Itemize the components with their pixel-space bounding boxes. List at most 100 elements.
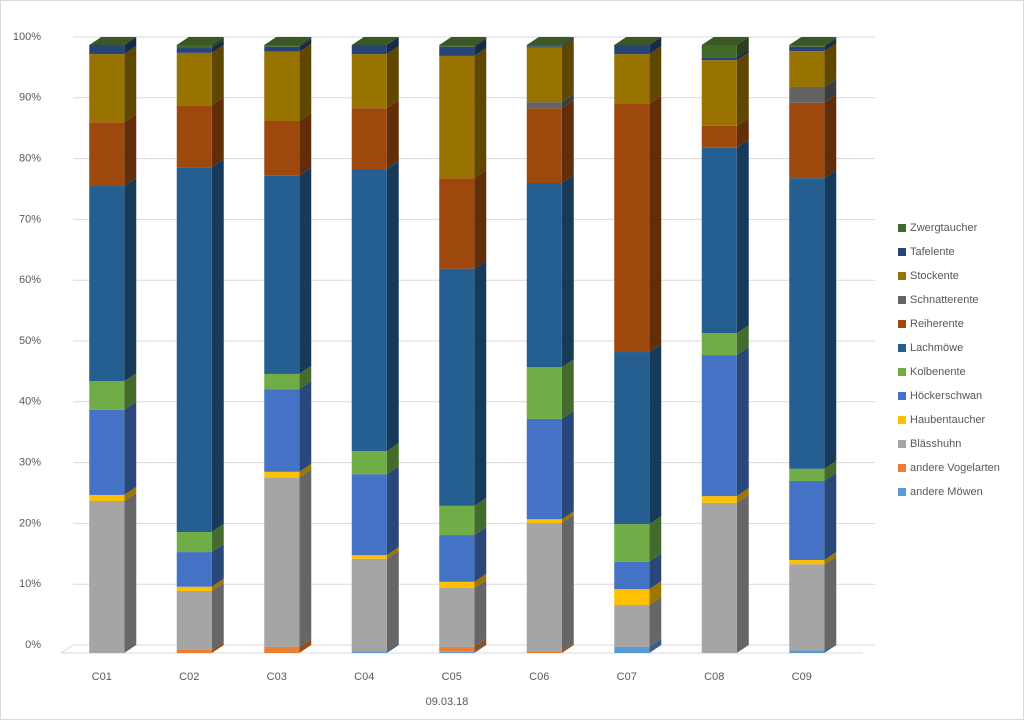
bar-side [736,494,749,653]
bar-side [736,488,749,503]
bar [89,501,125,653]
legend-swatch [898,248,906,256]
bar [351,474,387,556]
bar [526,102,562,109]
y-tick-label: 0% [25,639,41,651]
bar-side [474,527,487,582]
bar [264,45,300,47]
bar [614,54,650,104]
x-tick-label: C04 [354,671,374,683]
bar [264,121,300,176]
bar [264,471,300,478]
bar [351,169,387,452]
bar [176,52,212,106]
bar [351,558,387,652]
bar [526,651,562,653]
bar [789,45,825,47]
bar-side [299,365,312,390]
bar [351,651,387,653]
bar-side [649,638,662,653]
bar-side [736,49,749,61]
bar [789,86,825,103]
y-tick-label: 60% [19,274,41,286]
legend-label: Blässhuhn [910,438,961,450]
bar [351,108,387,170]
bar-side [824,472,837,560]
bar [614,103,650,353]
x-tick-label: C03 [267,671,287,683]
bar [89,381,125,410]
bar-top [176,37,224,45]
bar-side [211,582,224,650]
bar [701,496,737,503]
bar-side [211,578,224,591]
bar-side [824,94,837,179]
x-tick-label: C01 [92,671,112,683]
bar [439,505,475,536]
bar [789,46,825,52]
bar-side [474,260,487,506]
bar [176,48,212,53]
y-tick-label: 30% [19,457,41,469]
bar-top [89,37,137,45]
bar [526,108,562,184]
bar-side [561,94,574,109]
y-tick-label: 20% [19,517,41,529]
bar [176,586,212,591]
y-tick-label: 40% [19,396,41,408]
x-tick-label: C08 [704,671,724,683]
legend-label: Tafelente [910,246,955,258]
bar-side [386,161,399,452]
bar [614,604,650,647]
bar-side [211,544,224,587]
bar-side [474,47,487,179]
bar [701,125,737,148]
bar-side [124,178,137,382]
bar-side [649,46,662,104]
bar-side [561,514,574,652]
bar [701,147,737,334]
bar [89,186,125,382]
bar [614,524,650,562]
bar-side [211,44,224,106]
bar [176,649,212,653]
legend-label: Höckerschwan [910,390,982,402]
legend-label: Kolbenente [910,366,966,378]
bar-side [386,100,399,170]
bar-side [561,359,574,419]
bar-side [299,638,312,653]
bar-side [824,170,837,469]
bar [89,409,125,495]
bar [701,45,737,58]
bar [701,57,737,61]
legend-swatch [898,464,906,472]
bar-side [736,117,749,148]
bar [701,333,737,356]
bar [526,45,562,47]
bar [351,451,387,475]
bar-side [299,167,312,374]
bar [89,54,125,123]
bar-top [264,37,312,45]
bar-side [211,641,224,653]
bar-side [824,642,837,653]
x-tick-label: C07 [617,671,637,683]
bar-side [824,43,837,87]
bar-side [561,39,574,103]
bar [176,532,212,553]
bar-side [299,43,312,121]
bar [789,178,825,469]
bar [264,477,300,647]
bar-side [124,493,137,653]
y-tick-label: 100% [13,31,41,43]
bar [789,559,825,565]
bar-side [561,410,574,520]
bar-side [474,579,487,647]
bar-side [561,37,574,47]
y-tick-label: 50% [19,335,41,347]
bar-side [561,643,574,653]
legend-swatch [898,392,906,400]
legend-label: Schnatterente [910,294,979,306]
x-axis-label: 09.03.18 [426,696,469,708]
